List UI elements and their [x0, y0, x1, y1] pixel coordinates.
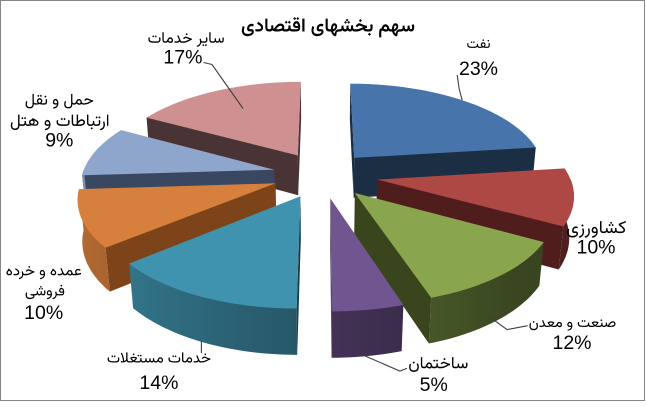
svg-text:10%: 10% [576, 236, 615, 258]
svg-text:23%: 23% [459, 58, 498, 80]
svg-text:5%: 5% [420, 374, 448, 396]
svg-text:14%: 14% [139, 372, 178, 394]
svg-text:9%: 9% [45, 130, 73, 152]
svg-text:12%: 12% [552, 332, 591, 354]
svg-text:10%: 10% [24, 302, 63, 324]
svg-text:17%: 17% [163, 46, 202, 68]
